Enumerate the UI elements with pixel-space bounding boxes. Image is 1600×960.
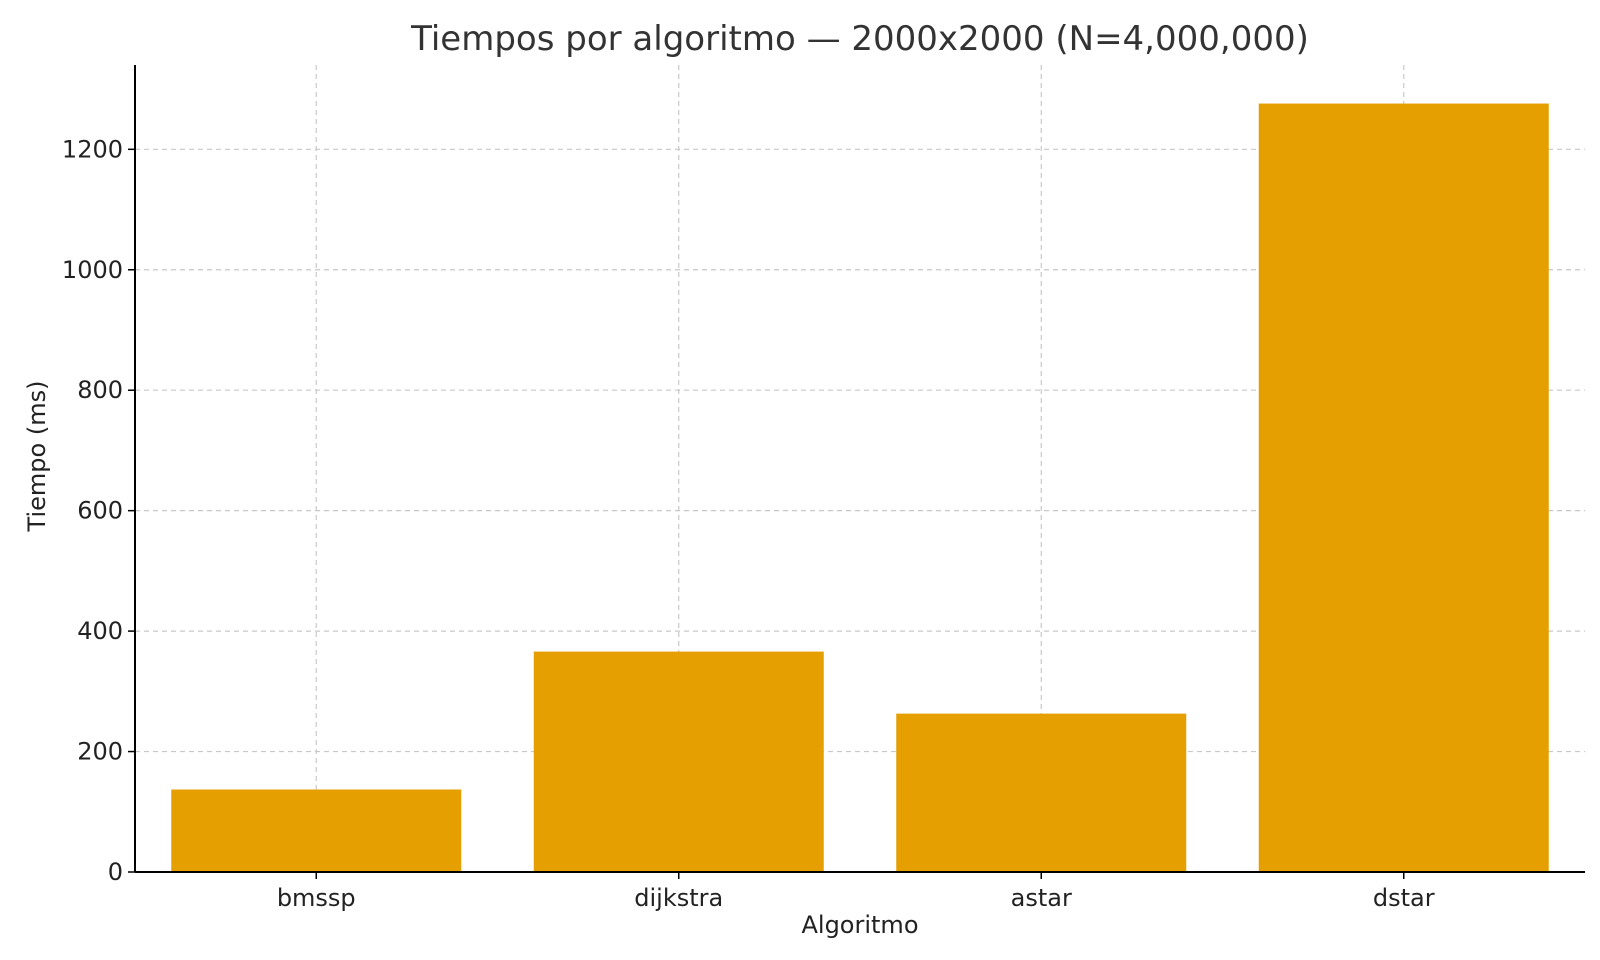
- y-tick-label: 600: [77, 497, 123, 525]
- y-tick-label: 800: [77, 376, 123, 404]
- x-tick-label-dstar: dstar: [1373, 884, 1435, 912]
- ticks: 0 200 400 600 800 1000 1200 bmssp dijkstra astar d…: [62, 135, 1435, 912]
- x-tick-label-bmssp: bmssp: [277, 884, 356, 912]
- y-tick-label: 400: [77, 617, 123, 645]
- y-axis-label: Tiempo (ms): [23, 381, 51, 533]
- y-tick-label: 1200: [62, 135, 123, 163]
- chart-title: Tiempos por algoritmo — 2000x2000 (N=4,0…: [410, 19, 1309, 59]
- axes: [134, 65, 1585, 873]
- x-axis-label: Algoritmo: [801, 911, 918, 939]
- bar-dstar: [1258, 103, 1549, 873]
- bar-bmssp: [171, 789, 462, 872]
- y-tick-label: 200: [77, 738, 123, 766]
- y-tick-label: 0: [108, 858, 123, 886]
- x-tick-label-dijkstra: dijkstra: [634, 884, 723, 912]
- x-tick-label-astar: astar: [1011, 884, 1072, 912]
- bar-astar: [896, 713, 1187, 872]
- bar-dijkstra: [533, 651, 824, 872]
- bars: [171, 103, 1549, 873]
- y-tick-label: 1000: [62, 256, 123, 284]
